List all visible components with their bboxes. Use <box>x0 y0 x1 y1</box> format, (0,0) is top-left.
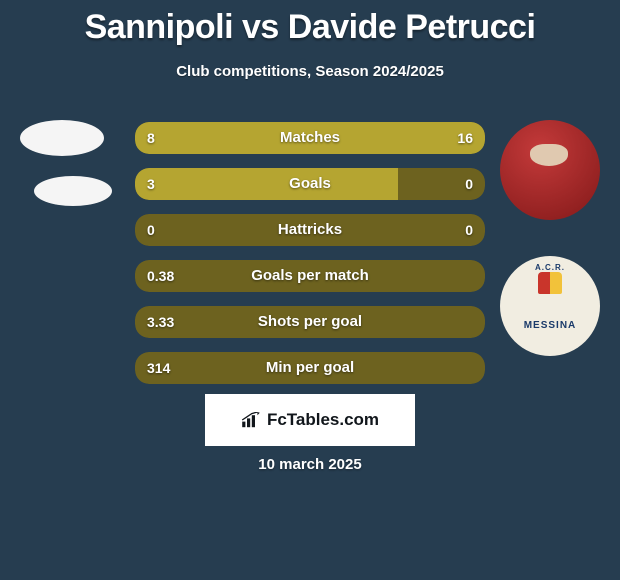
crest-line-1: A.C.R. <box>535 263 565 272</box>
stat-row: 30Goals <box>135 168 485 200</box>
page-title: Sannipoli vs Davide Petrucci <box>0 0 620 47</box>
club-crest: A.C.R. MESSINA <box>500 256 600 356</box>
stat-row: 816Matches <box>135 122 485 154</box>
stat-row: 314Min per goal <box>135 352 485 384</box>
avatar-player-b <box>500 120 600 220</box>
brand-badge: FcTables.com <box>205 394 415 446</box>
subtitle: Club competitions, Season 2024/2025 <box>0 63 620 80</box>
stat-row: 0.38Goals per match <box>135 260 485 292</box>
crest-line-2: MESSINA <box>524 320 577 331</box>
title-vs: vs <box>242 8 279 46</box>
stat-label: Goals <box>135 168 485 200</box>
title-player-b: Davide Petrucci <box>288 8 536 46</box>
date-label: 10 march 2025 <box>0 456 620 473</box>
stat-row: 3.33Shots per goal <box>135 306 485 338</box>
avatar-player-a-shape-2 <box>34 176 112 206</box>
title-player-a: Sannipoli <box>85 8 234 46</box>
crest-shield-icon <box>538 272 562 294</box>
stat-label: Shots per goal <box>135 306 485 338</box>
stat-label: Min per goal <box>135 352 485 384</box>
chart-icon <box>241 412 261 428</box>
brand-text: FcTables.com <box>267 410 379 430</box>
stat-label: Matches <box>135 122 485 154</box>
avatar-player-a-shape-1 <box>20 120 104 156</box>
stat-row: 00Hattricks <box>135 214 485 246</box>
stat-label: Hattricks <box>135 214 485 246</box>
stats-chart: 816Matches 30Goals 00Hattricks 0.38Goals pe… <box>135 122 485 398</box>
stat-label: Goals per match <box>135 260 485 292</box>
